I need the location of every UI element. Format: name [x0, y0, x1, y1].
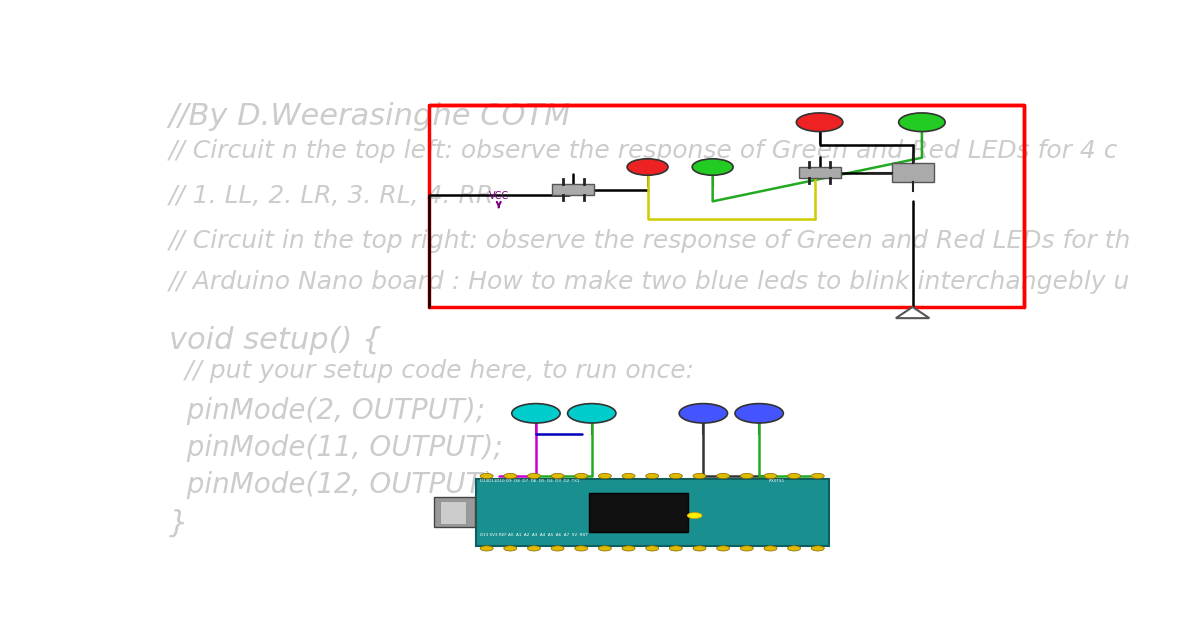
Circle shape: [528, 546, 540, 551]
Circle shape: [670, 473, 683, 479]
Circle shape: [688, 513, 702, 518]
Circle shape: [734, 404, 784, 423]
Circle shape: [646, 546, 659, 551]
Circle shape: [716, 473, 730, 479]
Circle shape: [480, 473, 493, 479]
Circle shape: [787, 546, 800, 551]
Circle shape: [551, 473, 564, 479]
Circle shape: [787, 473, 800, 479]
Text: // 1. LL, 2. LR, 3. RL, 4. RR: // 1. LL, 2. LR, 3. RL, 4. RR: [168, 184, 494, 208]
Circle shape: [528, 473, 540, 479]
Circle shape: [692, 473, 706, 479]
Bar: [433, 498, 475, 527]
Circle shape: [575, 546, 588, 551]
Text: pinMode(2, OUTPUT);: pinMode(2, OUTPUT);: [168, 396, 485, 425]
Circle shape: [599, 473, 612, 479]
Circle shape: [811, 546, 824, 551]
Text: }: }: [168, 508, 188, 537]
Circle shape: [679, 404, 727, 423]
Circle shape: [599, 546, 612, 551]
Circle shape: [692, 546, 706, 551]
Circle shape: [716, 546, 730, 551]
Circle shape: [764, 473, 776, 479]
Text: RX0TX1: RX0TX1: [768, 479, 785, 483]
Text: D13 SV3 REF A0  A1  A2  A3  A4  A5  A6  A7  5V  RST: D13 SV3 REF A0 A1 A2 A3 A4 A5 A6 A7 5V R…: [480, 534, 588, 537]
Polygon shape: [896, 307, 929, 318]
Text: void setup() {: void setup() {: [168, 326, 382, 355]
Text: //By D.Weerasinghe COTM: //By D.Weerasinghe COTM: [168, 101, 571, 130]
Text: VCC: VCC: [488, 192, 509, 207]
Circle shape: [899, 113, 946, 132]
Text: // Circuit n the top left: observe the response of Green and Red LEDs for 4 c: // Circuit n the top left: observe the r…: [168, 139, 1118, 163]
Circle shape: [575, 473, 588, 479]
Circle shape: [480, 546, 493, 551]
Text: pinMode(12, OUTPUT);: pinMode(12, OUTPUT);: [168, 471, 503, 499]
Bar: [440, 501, 467, 524]
Text: pinMode(11, OUTPUT);: pinMode(11, OUTPUT);: [168, 434, 503, 462]
Circle shape: [797, 113, 842, 132]
Bar: [799, 168, 840, 178]
Bar: [475, 479, 829, 546]
Text: // Arduino Nano board : How to make two blue leds to blink interchangebly u: // Arduino Nano board : How to make two …: [168, 270, 1130, 294]
Circle shape: [551, 546, 564, 551]
Text: // put your setup code here, to run once:: // put your setup code here, to run once…: [168, 359, 694, 383]
Bar: [892, 163, 934, 182]
Circle shape: [764, 546, 776, 551]
Circle shape: [511, 404, 560, 423]
Text: D13D11D10 D9  D8  D7  D6  D5  D4  D3  D2  TX1: D13D11D10 D9 D8 D7 D6 D5 D4 D3 D2 TX1: [480, 479, 580, 483]
Circle shape: [740, 473, 754, 479]
Circle shape: [504, 473, 517, 479]
Circle shape: [811, 473, 824, 479]
Circle shape: [622, 546, 635, 551]
Bar: [552, 184, 594, 195]
Circle shape: [568, 404, 616, 423]
Circle shape: [628, 159, 668, 175]
Circle shape: [646, 473, 659, 479]
Circle shape: [504, 546, 517, 551]
Text: // Circuit in the top right: observe the response of Green and Red LEDs for th: // Circuit in the top right: observe the…: [168, 229, 1130, 253]
Bar: [588, 493, 688, 532]
Circle shape: [692, 159, 733, 175]
Circle shape: [670, 546, 683, 551]
Circle shape: [622, 473, 635, 479]
Circle shape: [740, 546, 754, 551]
